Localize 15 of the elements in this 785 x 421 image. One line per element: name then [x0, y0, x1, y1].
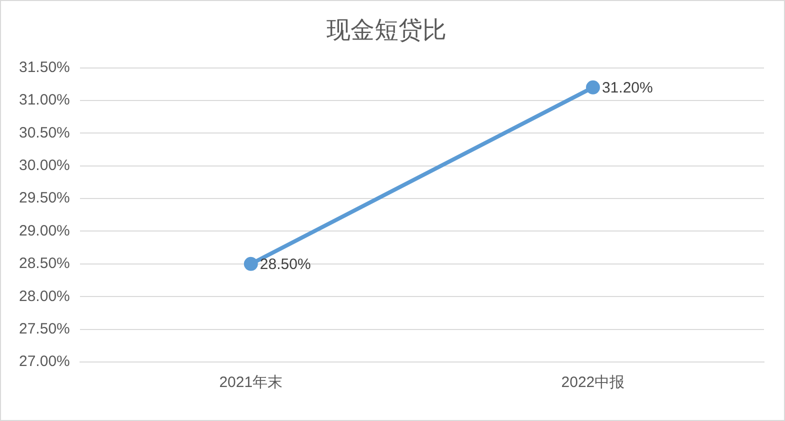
x-tick-label: 2022中报 [561, 374, 625, 392]
y-tick-label: 29.00% [19, 222, 70, 240]
chart-title: 现金短贷比 [326, 17, 446, 44]
y-tick-label: 28.50% [19, 255, 70, 272]
y-tick-label: 30.50% [19, 124, 70, 142]
y-tick-label: 30.00% [19, 157, 70, 174]
x-tick-label: 2021年末 [219, 374, 283, 392]
y-tick-label: 27.00% [19, 353, 70, 370]
y-tick-label: 29.50% [19, 190, 70, 207]
y-tick-label: 31.50% [19, 58, 70, 76]
y-tick-label: 28.00% [19, 288, 70, 305]
data-label: 28.50% [260, 256, 311, 274]
data-label: 31.20% [602, 80, 653, 97]
y-tick-label: 31.00% [19, 92, 70, 109]
y-tick-label: 27.50% [19, 320, 70, 338]
